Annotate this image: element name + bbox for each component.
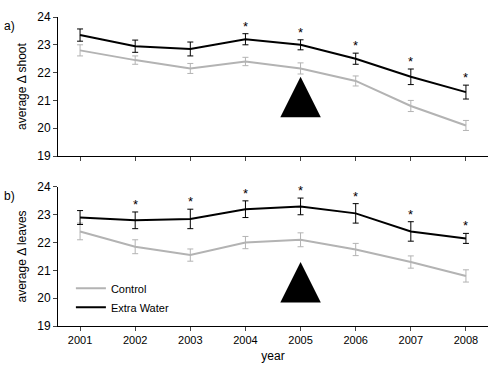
svg-text:19: 19: [37, 319, 51, 333]
svg-text:*: *: [298, 25, 303, 40]
svg-text:year: year: [261, 349, 284, 363]
svg-text:21: 21: [37, 94, 51, 108]
svg-text:*: *: [463, 70, 468, 85]
svg-text:21: 21: [37, 264, 51, 278]
svg-text:b): b): [4, 189, 15, 203]
svg-text:*: *: [133, 197, 138, 212]
svg-text:2004: 2004: [233, 334, 257, 346]
svg-text:*: *: [298, 183, 303, 198]
svg-text:23: 23: [37, 38, 51, 52]
svg-text:2008: 2008: [454, 334, 478, 346]
svg-text:Control: Control: [111, 283, 146, 295]
svg-text:*: *: [243, 186, 248, 201]
svg-text:20: 20: [37, 121, 51, 135]
svg-text:22: 22: [37, 66, 51, 80]
svg-text:2005: 2005: [288, 334, 312, 346]
svg-text:*: *: [408, 54, 413, 69]
svg-text:2007: 2007: [399, 334, 423, 346]
svg-text:average Δ shoot: average Δ shoot: [15, 42, 29, 129]
svg-text:2006: 2006: [343, 334, 367, 346]
svg-text:Extra Water: Extra Water: [111, 302, 169, 314]
svg-text:22: 22: [37, 236, 51, 250]
svg-text:*: *: [463, 218, 468, 233]
svg-text:20: 20: [37, 291, 51, 305]
svg-text:*: *: [408, 207, 413, 222]
svg-text:2001: 2001: [68, 334, 92, 346]
svg-text:*: *: [243, 19, 248, 34]
svg-text:average Δ leaves: average Δ leaves: [15, 210, 29, 302]
svg-text:2002: 2002: [123, 334, 147, 346]
svg-text:24: 24: [37, 180, 51, 194]
svg-text:23: 23: [37, 208, 51, 222]
svg-text:*: *: [188, 194, 193, 209]
svg-text:2003: 2003: [178, 334, 202, 346]
svg-text:*: *: [353, 189, 358, 204]
svg-text:19: 19: [37, 149, 51, 163]
svg-text:a): a): [4, 19, 15, 33]
svg-text:24: 24: [37, 10, 51, 24]
svg-text:*: *: [353, 38, 358, 53]
